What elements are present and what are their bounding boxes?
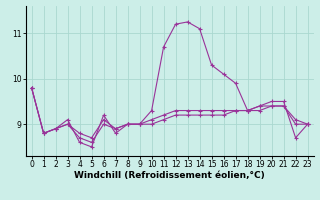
X-axis label: Windchill (Refroidissement éolien,°C): Windchill (Refroidissement éolien,°C) (74, 171, 265, 180)
